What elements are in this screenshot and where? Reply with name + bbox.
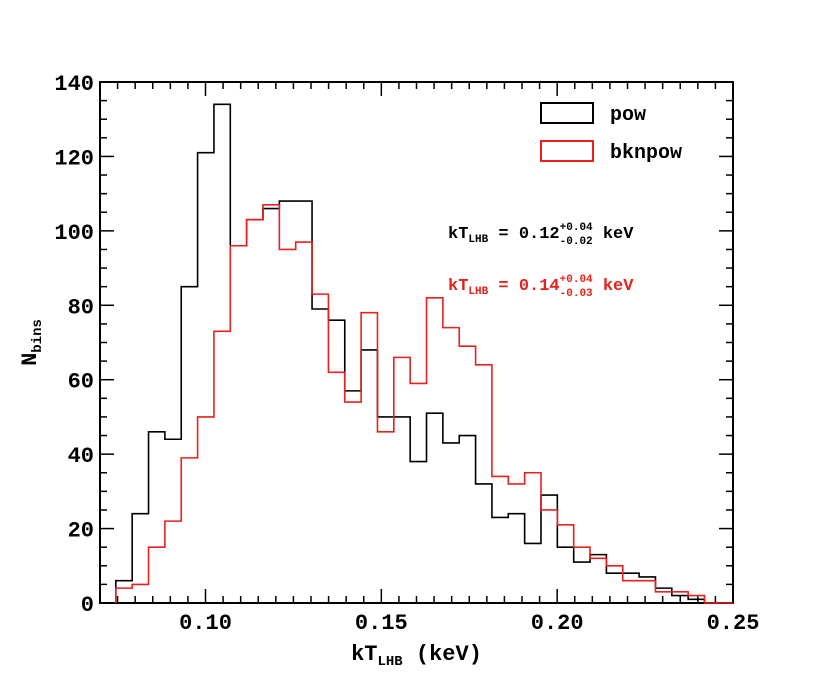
legend-label-bknpow: bknpow — [610, 142, 682, 165]
y-tick-label: 120 — [54, 146, 94, 171]
axis-tick-labels: 0.10 0.15 0.20 0.25 0 20 40 60 80 100 120 140 — [54, 72, 759, 636]
anno-sub-err: -0.02 — [560, 236, 593, 248]
x-tick-label: 0.20 — [531, 611, 584, 636]
y-tick-label: 40 — [68, 444, 94, 469]
anno-pre: kT — [448, 225, 468, 244]
y-tick-label: 20 — [68, 519, 94, 544]
y-tick-label: 60 — [68, 370, 94, 395]
anno-unit: keV — [593, 277, 635, 296]
histogram-pow — [115, 103, 733, 604]
legend-label-pow: pow — [610, 104, 646, 127]
series-layer — [115, 103, 733, 604]
anno-eq: = 0.14 — [488, 277, 559, 296]
x-tick-label: 0.25 — [707, 611, 760, 636]
annotation-pow: kTLHB = 0.12+0.04 -0.02 keV — [448, 222, 634, 248]
anno-sub: LHB — [468, 286, 488, 298]
legend-swatch-pow — [540, 102, 594, 124]
annotation-bknpow: kTLHB = 0.14+0.04 -0.03 keV — [448, 274, 634, 300]
anno-sub: LHB — [468, 234, 488, 246]
x-tick-label: 0.15 — [355, 611, 408, 636]
y-tick-label: 80 — [68, 295, 94, 320]
anno-unit: keV — [593, 225, 635, 244]
x-axis-label: kTLHB (keV) — [351, 642, 482, 670]
y-axis-label: Nbins — [18, 319, 46, 366]
y-tick-label: 0 — [81, 593, 94, 618]
anno-eq: = 0.12 — [488, 225, 559, 244]
legend-swatch-bknpow — [540, 140, 594, 162]
anno-pre: kT — [448, 277, 468, 296]
y-tick-label: 100 — [54, 221, 94, 246]
histogram-bknpow — [115, 204, 733, 604]
anno-sup-err: +0.04 — [560, 274, 593, 286]
anno-sub-err: -0.03 — [560, 288, 593, 300]
y-tick-label: 140 — [54, 72, 94, 97]
anno-sup-err: +0.04 — [560, 222, 593, 234]
legend: pow bknpow — [540, 102, 682, 165]
x-tick-label: 0.10 — [179, 611, 232, 636]
